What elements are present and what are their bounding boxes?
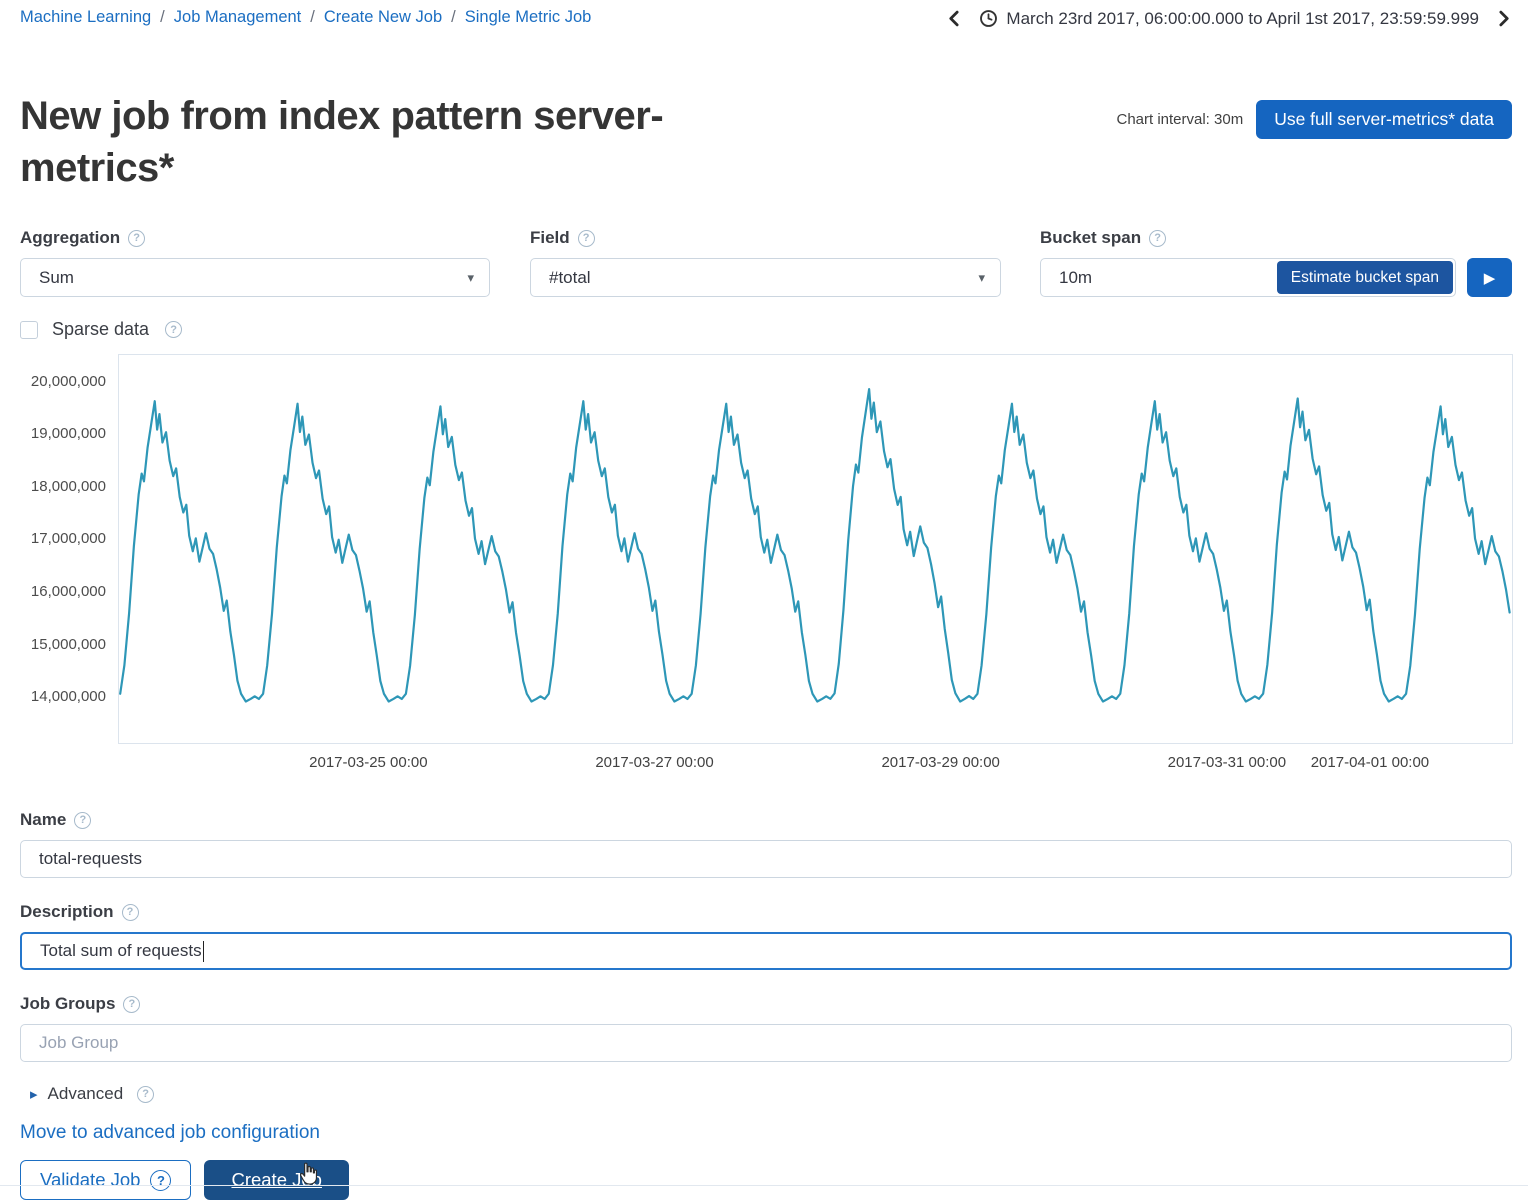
help-icon[interactable]: ? (1149, 229, 1167, 247)
advanced-label: Advanced (47, 1084, 124, 1103)
field-label: Field (530, 228, 570, 247)
play-button[interactable]: ▶ (1467, 258, 1512, 297)
job-name-input[interactable] (20, 840, 1512, 878)
chevron-down-icon: ▾ (978, 269, 985, 285)
clock-icon (980, 10, 998, 27)
bucket-span-label: Bucket span (1040, 228, 1142, 247)
metric-preview-chart: 20,000,000 19,000,000 18,000,000 17,000,000… (20, 354, 1513, 778)
breadcrumb-separator: / (310, 8, 315, 26)
chevron-right-icon[interactable] (1493, 8, 1514, 29)
help-icon: ? (150, 1169, 172, 1191)
chevron-left-icon[interactable] (944, 8, 965, 29)
x-axis-tick-label: 2017-03-31 00:00 (1167, 754, 1287, 771)
breadcrumb-separator: / (160, 8, 165, 26)
aggregation-label: Aggregation (20, 228, 121, 247)
breadcrumb-machine-learning[interactable]: Machine Learning (20, 8, 152, 26)
x-axis-tick-label: 2017-03-27 00:00 (595, 754, 714, 771)
sparse-data-label: Sparse data (52, 319, 150, 339)
time-range-picker: March 23rd 2017, 06:00:00.000 to April 1… (944, 8, 1514, 29)
sparse-data-checkbox[interactable] (20, 320, 38, 339)
breadcrumb-single-metric-job[interactable]: Single Metric Job (464, 8, 592, 26)
validate-job-button[interactable]: Validate Job ? (20, 1160, 192, 1200)
validate-job-label: Validate Job (40, 1169, 141, 1190)
job-groups-label: Job Groups (20, 994, 116, 1013)
y-axis-tick-label: 15,000,000 (30, 635, 106, 653)
y-axis-tick-label: 16,000,000 (30, 583, 106, 600)
top-bar: Machine Learning / Job Management / Crea… (0, 0, 1528, 40)
breadcrumb-job-management[interactable]: Job Management (173, 8, 302, 26)
breadcrumb: Machine Learning / Job Management / Crea… (20, 8, 591, 27)
triangle-right-icon: ▸ (30, 1086, 38, 1103)
job-description-input[interactable]: Total sum of requests (20, 932, 1512, 970)
chart-plot-area (118, 354, 1513, 744)
y-axis-tick-label: 17,000,000 (30, 530, 106, 548)
y-axis-tick-label: 19,000,000 (30, 425, 106, 443)
page-title: New job from index pattern server-metric… (20, 94, 664, 190)
help-icon[interactable]: ? (577, 229, 595, 247)
y-axis-tick-label: 20,000,000 (30, 372, 106, 390)
job-description-value: Total sum of requests (40, 941, 202, 960)
x-axis-tick-label: 2017-04-01 00:00 (1310, 754, 1430, 771)
field-select[interactable]: #total ▾ (530, 258, 1001, 297)
x-axis-tick-label: 2017-03-25 00:00 (309, 754, 428, 771)
job-groups-input[interactable] (20, 1024, 1512, 1062)
help-icon[interactable]: ? (128, 229, 146, 247)
aggregation-select[interactable]: Sum ▾ (20, 258, 490, 297)
help-icon[interactable]: ? (137, 1085, 155, 1103)
move-to-advanced-link[interactable]: Move to advanced job configuration (20, 1122, 320, 1143)
chevron-down-icon: ▾ (467, 269, 474, 285)
time-range-text: March 23rd 2017, 06:00:00.000 to April 1… (1006, 8, 1479, 28)
name-label: Name (20, 810, 67, 829)
text-cursor (202, 940, 205, 962)
field-value: #total (549, 267, 591, 287)
help-icon[interactable]: ? (74, 811, 92, 829)
help-icon[interactable]: ? (121, 903, 139, 921)
advanced-toggle[interactable]: ▸ Advanced ? (20, 1084, 1512, 1104)
aggregation-value: Sum (39, 267, 74, 287)
create-job-button[interactable]: Create Job (204, 1160, 349, 1200)
play-icon: ▶ (1483, 269, 1496, 287)
estimate-bucket-span-button[interactable]: Estimate bucket span (1276, 261, 1453, 294)
breadcrumb-separator: / (451, 8, 456, 26)
time-range-display[interactable]: March 23rd 2017, 06:00:00.000 to April 1… (979, 9, 1479, 29)
help-icon[interactable]: ? (123, 995, 141, 1013)
help-icon[interactable]: ? (165, 321, 183, 338)
chart-line-series (119, 388, 1511, 703)
use-full-data-button[interactable]: Use full server-metrics* data (1256, 100, 1512, 139)
description-label: Description (20, 902, 114, 921)
bottom-divider (0, 1185, 1528, 1186)
y-axis-tick-label: 18,000,000 (30, 477, 106, 495)
y-axis-tick-label: 14,000,000 (30, 688, 106, 705)
breadcrumb-create-new-job[interactable]: Create New Job (323, 8, 443, 26)
x-axis-tick-label: 2017-03-29 00:00 (881, 754, 1000, 771)
chart-interval-label: Chart interval: 30m (1116, 111, 1244, 128)
